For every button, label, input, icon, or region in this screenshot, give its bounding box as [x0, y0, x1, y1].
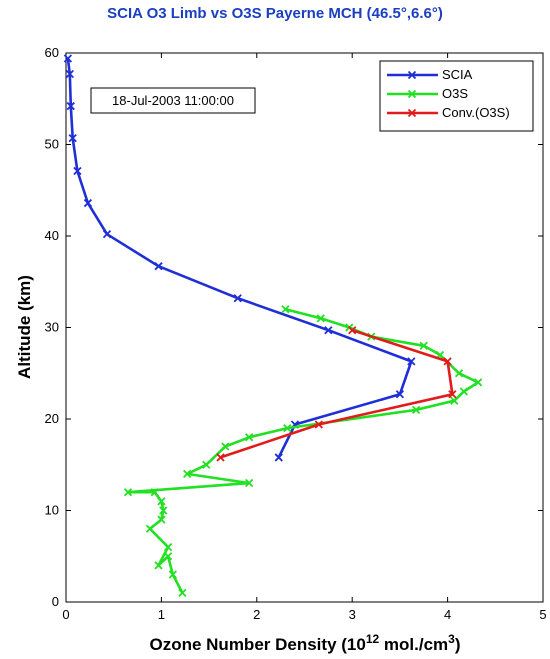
- x-tick-label: 1: [158, 607, 165, 622]
- data-point-marker: [221, 442, 230, 451]
- chart-title: SCIA O3 Limb vs O3S Payerne MCH (46.5°,6…: [107, 5, 443, 22]
- data-point-marker: [448, 390, 457, 399]
- data-point-marker: [216, 453, 225, 462]
- data-point-marker: [154, 262, 163, 271]
- data-point-marker: [348, 326, 357, 335]
- data-point-marker: [183, 469, 192, 479]
- y-tick-label: 60: [45, 45, 59, 60]
- x-tick-label: 4: [444, 607, 451, 622]
- data-point-marker: [443, 357, 452, 366]
- annotation-box: [90, 87, 256, 114]
- data-point-marker: [411, 405, 421, 414]
- legend-marker: [407, 108, 417, 118]
- data-point-marker: [63, 54, 73, 63]
- data-point-marker: [66, 101, 75, 111]
- data-point-marker: [274, 453, 283, 462]
- x-tick-label: 2: [253, 607, 260, 622]
- data-point-marker: [178, 588, 187, 597]
- date-annotation: 18-Jul-2003 11:00:00: [90, 87, 256, 114]
- data-point-marker: [65, 69, 74, 79]
- x-tick-label: 5: [539, 607, 546, 622]
- data-point-marker: [102, 230, 112, 239]
- plot-area: [65, 52, 544, 603]
- data-point-marker: [314, 420, 323, 429]
- y-tick-label: 30: [45, 320, 59, 335]
- data-point-marker: [145, 524, 155, 533]
- data-point-marker: [450, 396, 459, 405]
- y-tick-label: 10: [45, 503, 59, 518]
- annotation-text: 18-Jul-2003 11:00:00: [112, 93, 234, 108]
- data-point-marker: [473, 378, 483, 387]
- data-point-marker: [283, 424, 292, 433]
- data-point-marker: [159, 506, 168, 515]
- data-point-marker: [324, 326, 333, 335]
- series-line: [66, 58, 413, 458]
- data-point-marker: [168, 570, 177, 579]
- data-point-marker: [459, 387, 468, 396]
- data-point-marker: [233, 294, 242, 303]
- series-line: [126, 307, 480, 594]
- y-tick-label: 0: [52, 594, 59, 609]
- data-point-marker: [154, 561, 163, 570]
- x-axis-label: Ozone Number Density (1012 mol./cm3): [149, 632, 460, 654]
- data-point-marker: [395, 390, 405, 399]
- data-point-marker: [73, 166, 82, 176]
- legend-box: [379, 60, 534, 132]
- data-point-marker: [419, 341, 428, 350]
- legend: SCIA O3S Conv.(O3S): [379, 60, 534, 132]
- x-tick-label: 0: [62, 607, 69, 622]
- data-point-marker: [454, 369, 464, 378]
- series-layer: [63, 54, 483, 597]
- data-point-marker: [150, 488, 159, 497]
- legend-marker: [407, 70, 417, 80]
- data-point-marker: [68, 133, 77, 143]
- legend-marker: [407, 89, 417, 99]
- y-tick-label: 20: [45, 411, 59, 426]
- series-0: [63, 54, 416, 462]
- data-point-marker: [202, 460, 211, 469]
- data-point-marker: [316, 314, 325, 323]
- data-point-marker: [407, 357, 416, 366]
- data-point-marker: [245, 478, 254, 488]
- data-point-marker: [245, 433, 254, 442]
- series-2: [216, 326, 457, 462]
- data-point-marker: [83, 198, 93, 208]
- data-point-marker: [163, 552, 173, 561]
- data-point-marker: [163, 542, 173, 552]
- data-point-marker: [157, 515, 166, 524]
- y-tick-label: 50: [45, 137, 59, 152]
- legend-label: SCIA: [442, 67, 473, 82]
- y-tick-label: 40: [45, 228, 59, 243]
- y-axis: 0 10 20 30 40 50 60: [45, 45, 543, 609]
- data-point-marker: [281, 305, 290, 314]
- data-point-marker: [157, 497, 166, 506]
- legend-label: Conv.(O3S): [442, 105, 510, 120]
- y-axis-label: Altitude (km): [15, 275, 34, 379]
- x-axis: 0 1 2 3 4 5: [62, 53, 547, 622]
- legend-label: O3S: [442, 86, 468, 101]
- x-tick-label: 3: [349, 607, 356, 622]
- data-point-marker: [123, 488, 133, 497]
